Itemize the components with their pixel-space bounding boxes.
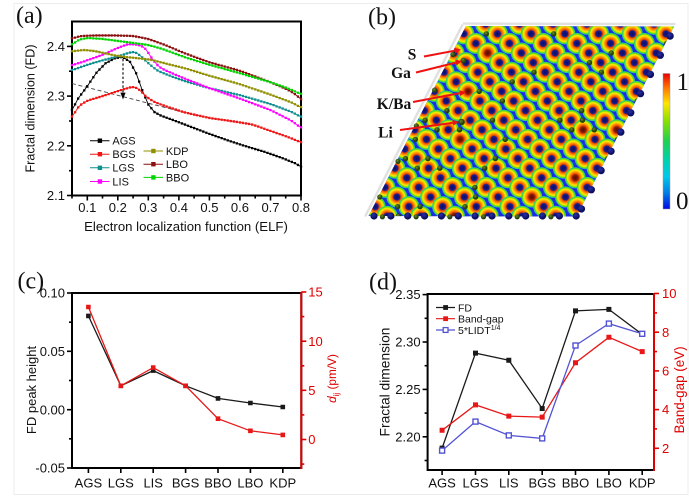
svg-text:FD: FD <box>458 302 472 314</box>
svg-text:KDP: KDP <box>166 146 189 158</box>
svg-text:1: 1 <box>677 69 690 96</box>
svg-text:0: 0 <box>308 432 315 447</box>
svg-text:0: 0 <box>676 188 689 215</box>
svg-text:2.1: 2.1 <box>47 188 65 203</box>
svg-text:BBO: BBO <box>204 476 231 491</box>
svg-text:(a): (a) <box>16 3 43 29</box>
svg-text:LBO: LBO <box>237 476 263 491</box>
svg-text:Li: Li <box>378 125 393 142</box>
svg-text:0.4: 0.4 <box>170 200 188 215</box>
svg-text:LBO: LBO <box>596 476 622 491</box>
svg-text:AGS: AGS <box>428 476 456 491</box>
svg-text:LGS: LGS <box>462 476 488 491</box>
svg-text:0.05: 0.05 <box>40 344 65 359</box>
svg-text:(c): (c) <box>18 269 45 295</box>
svg-text:Band-gap (eV): Band-gap (eV) <box>672 346 687 433</box>
svg-text:5: 5 <box>308 383 315 398</box>
svg-text:BBO: BBO <box>562 476 589 491</box>
svg-text:LIS: LIS <box>143 476 163 491</box>
svg-text:Ga: Ga <box>391 65 411 82</box>
svg-text:AGS: AGS <box>75 476 103 491</box>
svg-text:0.2: 0.2 <box>109 200 127 215</box>
svg-text:S: S <box>408 47 417 64</box>
svg-text:6: 6 <box>662 364 669 379</box>
svg-text:15: 15 <box>308 285 322 300</box>
svg-text:FD peak height: FD peak height <box>24 346 39 435</box>
svg-text:-0.05: -0.05 <box>35 461 65 476</box>
svg-text:AGS: AGS <box>112 136 135 148</box>
svg-text:2.25: 2.25 <box>395 382 420 397</box>
svg-text:0.7: 0.7 <box>261 200 279 215</box>
svg-text:0.5: 0.5 <box>200 200 218 215</box>
svg-text:BBO: BBO <box>166 172 190 184</box>
svg-text:5*LIDT1/4: 5*LIDT1/4 <box>458 325 501 337</box>
svg-text:2.30: 2.30 <box>395 335 420 350</box>
svg-text:BGS: BGS <box>528 476 556 491</box>
svg-text:0.6: 0.6 <box>231 200 249 215</box>
svg-text:Electron localization function: Electron localization function (ELF) <box>84 219 288 234</box>
svg-text:0.00: 0.00 <box>40 402 65 417</box>
svg-text:LIS: LIS <box>112 176 129 188</box>
svg-text:(d): (d) <box>369 270 397 296</box>
svg-text:LIS: LIS <box>499 476 519 491</box>
svg-text:0.1: 0.1 <box>78 200 96 215</box>
svg-text:LGS: LGS <box>112 163 134 175</box>
svg-text:dij (pm/V): dij (pm/V) <box>325 354 341 403</box>
svg-text:2.2: 2.2 <box>47 138 65 153</box>
svg-text:0.3: 0.3 <box>139 200 157 215</box>
svg-text:KDP: KDP <box>269 476 296 491</box>
svg-text:10: 10 <box>662 286 676 301</box>
svg-text:K/Ba: K/Ba <box>377 96 412 113</box>
svg-text:BGS: BGS <box>112 149 135 161</box>
svg-text:LGS: LGS <box>108 476 134 491</box>
svg-text:Fractal dimension (FD): Fractal dimension (FD) <box>24 44 38 172</box>
svg-text:2.3: 2.3 <box>47 89 65 104</box>
svg-text:0.10: 0.10 <box>40 286 65 301</box>
svg-text:Band-gap: Band-gap <box>458 314 504 326</box>
svg-text:KDP: KDP <box>629 476 656 491</box>
svg-text:2: 2 <box>662 441 669 456</box>
svg-text:4: 4 <box>662 402 669 417</box>
svg-text:2.20: 2.20 <box>395 429 420 444</box>
svg-text:10: 10 <box>308 334 322 349</box>
svg-text:Fractal dimension: Fractal dimension <box>378 328 393 437</box>
svg-text:BGS: BGS <box>172 476 200 491</box>
svg-text:2.4: 2.4 <box>47 39 65 54</box>
svg-text:2.35: 2.35 <box>395 287 420 302</box>
svg-text:LBO: LBO <box>166 159 188 171</box>
svg-text:8: 8 <box>662 325 669 340</box>
svg-text:0.8: 0.8 <box>292 200 310 215</box>
svg-text:(b): (b) <box>368 4 396 30</box>
